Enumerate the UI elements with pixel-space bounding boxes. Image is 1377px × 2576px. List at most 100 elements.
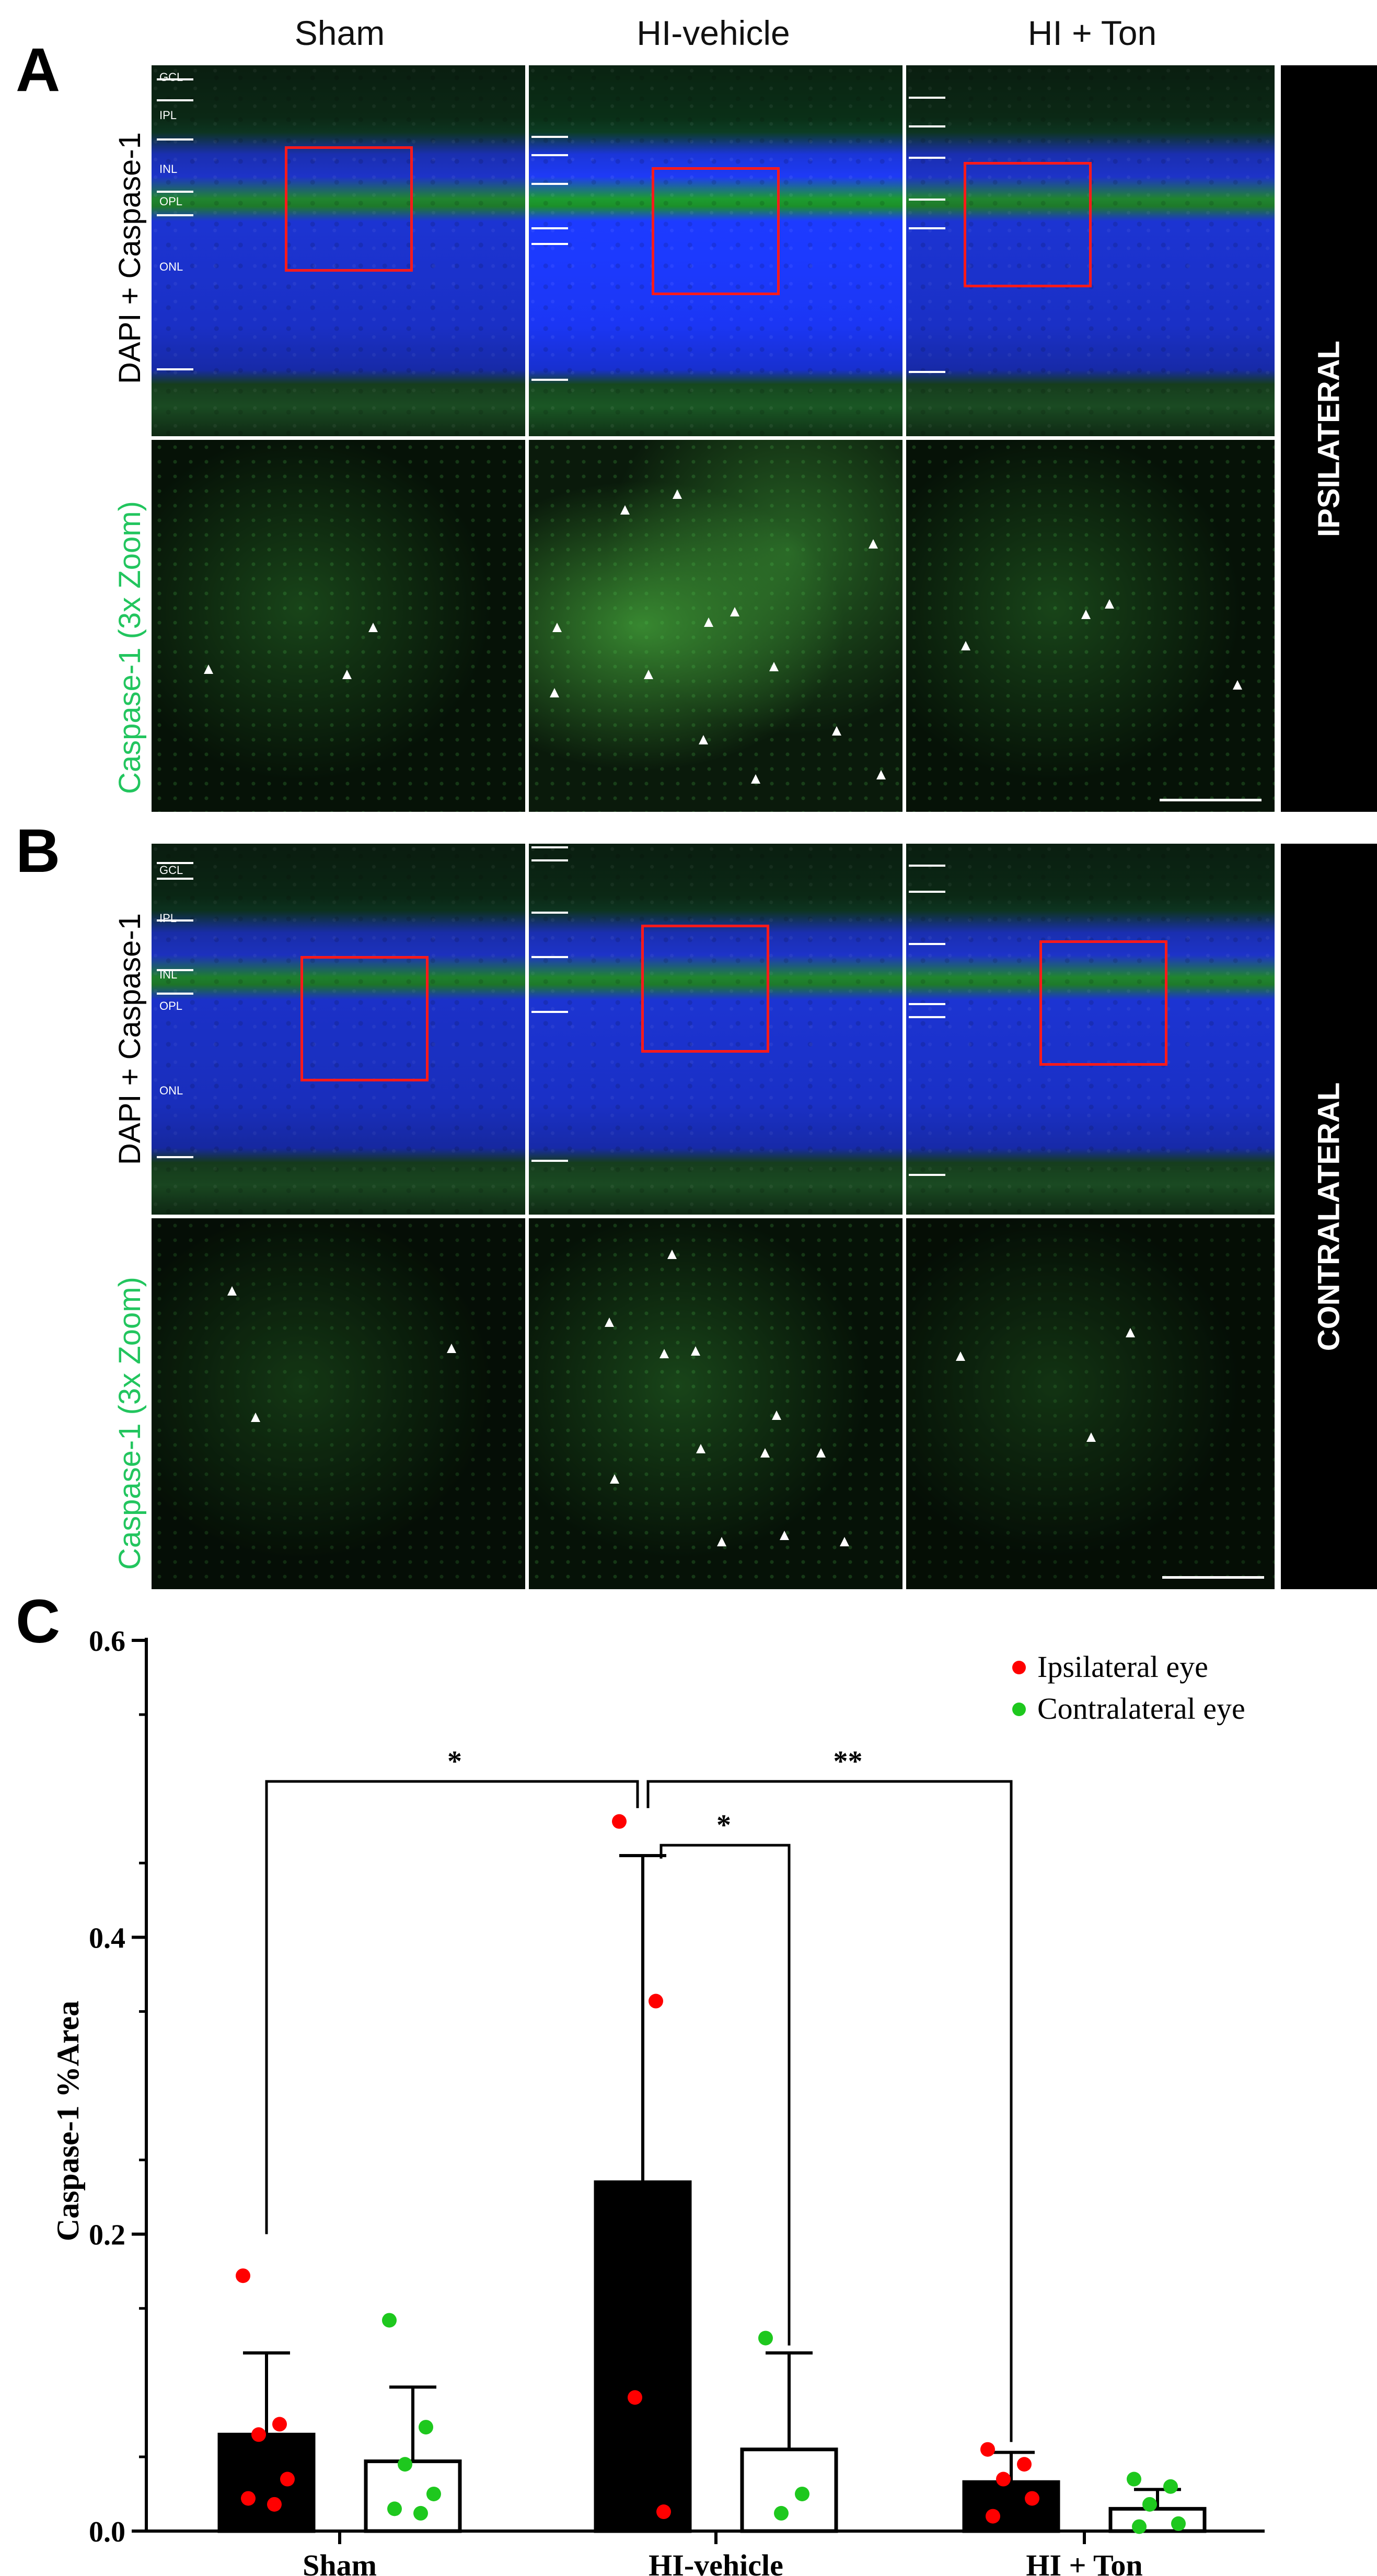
arrowhead-icon [772, 1411, 781, 1420]
data-point [795, 2486, 809, 2501]
x-tick-label: HI-vehicle [649, 2548, 783, 2576]
significance-bracket [646, 1780, 1013, 2442]
arrowhead-icon [659, 1349, 669, 1358]
legend-marker [1012, 1661, 1026, 1674]
arrowhead-icon [1105, 599, 1114, 609]
arrowhead-icon [760, 1448, 770, 1458]
arrowhead-icon [840, 1537, 849, 1546]
arrowhead-icon [605, 1318, 614, 1327]
arrowhead-icon [227, 1286, 237, 1296]
bar [1108, 2507, 1207, 2533]
legend-label: Ipsilateral eye [1037, 1650, 1208, 1684]
data-point [980, 2442, 995, 2457]
arrowhead-icon [876, 770, 886, 779]
arrowhead-icon [552, 623, 562, 632]
layer-label-inl: INL [159, 162, 178, 176]
arrowhead-icon [1126, 1328, 1135, 1337]
layer-label-onl: ONL [159, 1084, 183, 1097]
panel-c-letter: C [16, 1587, 61, 1656]
bar [594, 2180, 692, 2533]
data-point [1025, 2491, 1039, 2506]
data-point [1142, 2497, 1157, 2512]
significance-bracket [659, 1844, 791, 2346]
significance-label: * [716, 1809, 731, 1841]
arrowhead-icon [1233, 680, 1242, 690]
arrowhead-icon [696, 1444, 705, 1453]
arrowhead-icon [1081, 610, 1091, 619]
significance-label: * [447, 1745, 462, 1778]
arrowhead-icon [816, 1448, 826, 1458]
significance-bracket [265, 1780, 639, 2234]
arrowhead-icon [704, 617, 713, 627]
data-point [280, 2472, 295, 2487]
panel-a-hi-vehicle-overview [529, 65, 902, 436]
region-of-interest-box [285, 146, 413, 272]
panel-b-row2-label: Caspase-1 (3x Zoom) [113, 1277, 147, 1570]
column-header-hi-vehicle: HI-vehicle [637, 14, 790, 52]
panel-a-row1-label: DAPI + Caspase-1 [113, 132, 147, 384]
panel-a-row2-label: Caspase-1 (3x Zoom) [113, 501, 147, 794]
legend-marker [1012, 1703, 1026, 1716]
data-point [758, 2330, 773, 2346]
arrowhead-icon [1086, 1432, 1096, 1442]
bar [364, 2459, 462, 2533]
data-point [419, 2420, 433, 2435]
layer-label-ipl: IPL [159, 912, 177, 925]
arrowhead-icon [550, 688, 559, 697]
panel-a-side-label: IPSILATERAL [1281, 65, 1377, 812]
y-tick-label: 0.0 [89, 2516, 125, 2548]
y-tick-label: 0.6 [89, 1625, 125, 1658]
panel-a-sham-overview: GCL IPL INL OPL ONL [152, 65, 525, 436]
data-point [986, 2509, 1000, 2524]
arrowhead-icon [667, 1250, 677, 1259]
y-tick-label: 0.2 [89, 2219, 125, 2252]
data-point [1017, 2457, 1032, 2472]
arrowhead-icon [447, 1344, 456, 1353]
data-point [382, 2313, 397, 2328]
arrowhead-icon [869, 539, 878, 549]
arrowhead-icon [717, 1537, 726, 1546]
arrowhead-icon [961, 641, 970, 650]
region-of-interest-box [641, 925, 769, 1053]
data-point [1163, 2479, 1178, 2494]
panel-a-sham-zoom [152, 440, 525, 812]
region-of-interest-box [964, 162, 1092, 287]
panel-b-row1-label: DAPI + Caspase-1 [113, 913, 147, 1165]
data-point [236, 2268, 250, 2283]
arrowhead-icon [730, 607, 739, 616]
significance-label: ** [834, 1745, 863, 1778]
arrowhead-icon [769, 662, 779, 671]
data-point [1127, 2472, 1141, 2487]
data-point [426, 2486, 441, 2501]
panel-a-hi-ton-zoom [906, 440, 1275, 812]
panel-b-hi-ton-overview [906, 844, 1275, 1215]
data-point [1132, 2519, 1147, 2534]
layer-label-ipl: IPL [159, 109, 177, 122]
data-point [272, 2417, 287, 2432]
arrowhead-icon [780, 1531, 789, 1540]
data-point [1171, 2516, 1186, 2531]
column-header-sham: Sham [294, 14, 385, 52]
panel-a-hi-vehicle-zoom [529, 440, 902, 812]
data-point [628, 2390, 642, 2405]
arrowhead-icon [620, 505, 630, 515]
arrowhead-icon [204, 665, 213, 674]
legend-label: Contralateral eye [1037, 1692, 1245, 1726]
arrowhead-icon [691, 1346, 700, 1356]
arrowhead-icon [342, 670, 352, 679]
region-of-interest-box [300, 956, 429, 1081]
arrowhead-icon [832, 726, 841, 736]
data-point [267, 2497, 282, 2512]
data-point [413, 2505, 428, 2521]
arrowhead-icon [956, 1351, 965, 1361]
layer-label-gcl: GCL [159, 71, 183, 84]
data-point [387, 2501, 402, 2516]
arrowhead-icon [751, 774, 760, 784]
region-of-interest-box [652, 167, 780, 295]
bar [962, 2480, 1060, 2533]
data-point [996, 2472, 1011, 2487]
layer-label-opl: OPL [159, 999, 183, 1012]
panel-b-hi-vehicle-overview [529, 844, 902, 1215]
panel-b-side-label: CONTRALATERAL [1281, 844, 1377, 1589]
